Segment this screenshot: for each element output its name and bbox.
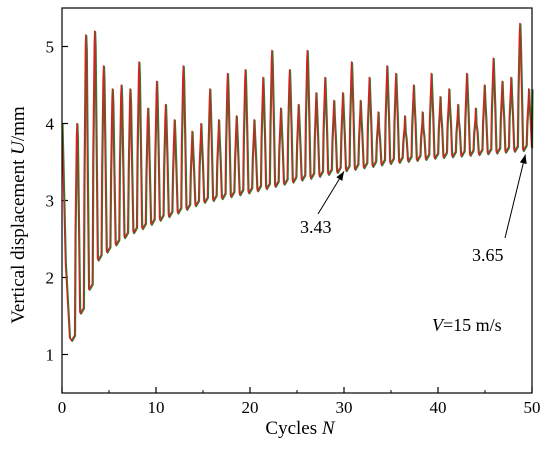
plot-frame [61,7,533,394]
x-tick-label: 0 [58,398,67,417]
x-tick-label: 20 [242,398,259,417]
x-tick-label: 40 [430,398,447,417]
annotation-arrowhead [336,171,344,181]
x-tick-label: 30 [336,398,353,417]
series-shadow-line [62,23,534,343]
x-axis-title: Cycles N [265,418,335,439]
annotation-arrow-line [504,154,526,239]
y-tick-label: 1 [46,346,55,365]
series-layer [61,22,534,343]
y-tick-label: 3 [46,192,55,211]
annotation-layer: 3.43 3.65 [300,154,527,265]
x-tick-label: 10 [148,398,165,417]
y-tick-label: 4 [46,115,55,134]
condition-label: V=15 m/s [432,315,502,335]
y-tick-label: 2 [46,269,55,288]
annotation-arrowhead [519,154,527,165]
y-axis-title: Vertical displacement U/mm [8,106,29,324]
y-tick-label: 5 [46,38,55,57]
x-tick-label: 50 [524,398,541,417]
series-line [61,22,533,342]
annotation-label: 3.43 [300,217,332,237]
annotation-label: 3.65 [472,245,504,265]
